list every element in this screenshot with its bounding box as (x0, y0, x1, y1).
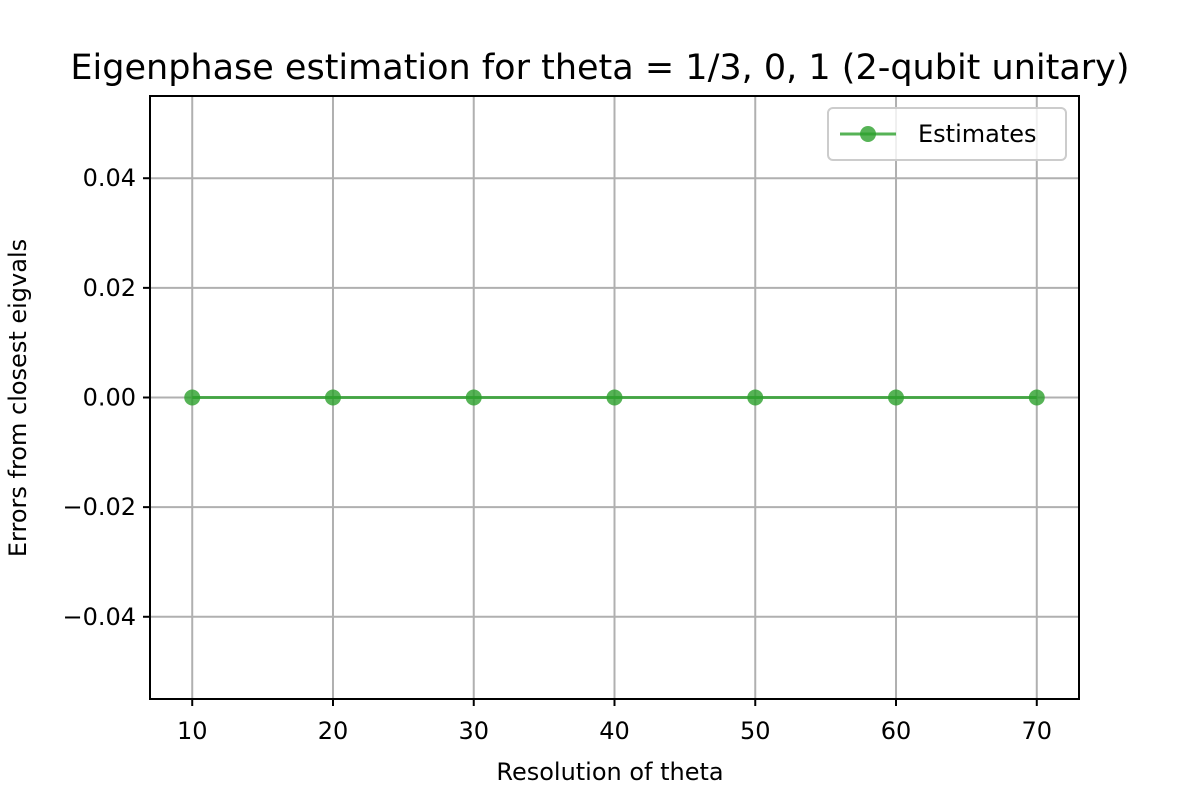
y-tick-label: −0.04 (62, 603, 136, 631)
x-tick-label: 10 (177, 717, 208, 745)
x-axis-label: Resolution of theta (496, 758, 723, 786)
y-axis-label: Errors from closest eigvals (4, 239, 32, 557)
data-point (324, 389, 341, 406)
x-tick-label: 40 (599, 717, 630, 745)
data-point (184, 389, 201, 406)
legend: Estimates (827, 107, 1067, 161)
x-axis: 10 20 30 40 50 60 70 (177, 699, 1052, 745)
x-tick-label: 60 (881, 717, 912, 745)
data-point (888, 389, 905, 406)
y-axis: 0.04 0.02 0.00 −0.02 −0.04 (62, 164, 150, 631)
chart-title: Eigenphase estimation for theta = 1/3, 0… (70, 48, 1129, 88)
data-point (747, 389, 764, 406)
data-point (1028, 389, 1045, 406)
x-tick-label: 50 (740, 717, 771, 745)
y-tick-label: 0.04 (83, 164, 136, 192)
y-tick-label: 0.00 (83, 384, 136, 412)
series-layer (184, 389, 1045, 406)
x-tick-label: 70 (1021, 717, 1052, 745)
legend-box (827, 107, 1067, 161)
x-tick-label: 30 (458, 717, 489, 745)
x-tick-label: 20 (318, 717, 349, 745)
data-point (606, 389, 623, 406)
y-tick-label: −0.02 (62, 493, 136, 521)
legend-label: Estimates (918, 120, 1037, 148)
y-tick-label: 0.02 (83, 274, 136, 302)
data-point (465, 389, 482, 406)
legend-marker-sample (860, 126, 876, 142)
